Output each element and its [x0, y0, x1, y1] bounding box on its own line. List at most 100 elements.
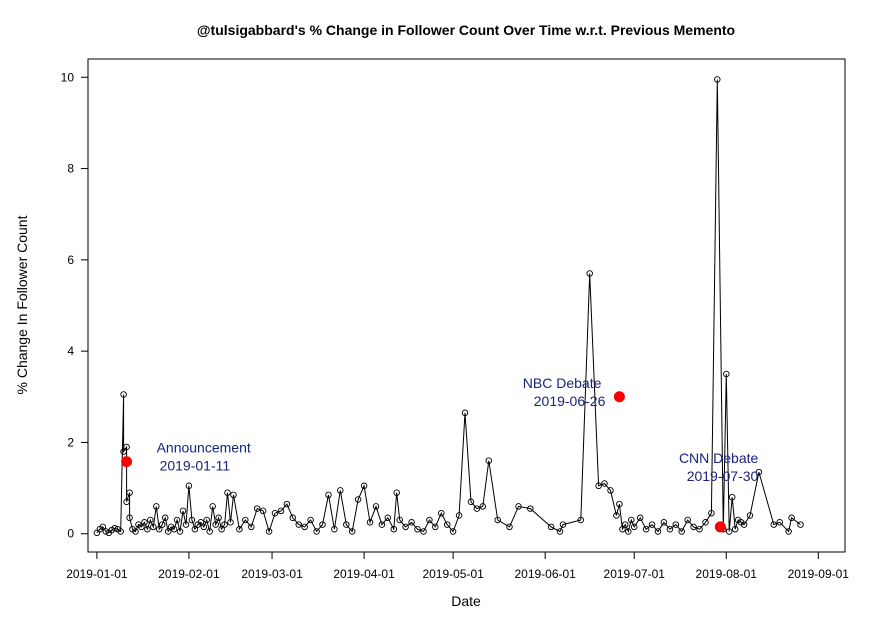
- data-point: [283, 500, 291, 508]
- data-point: [420, 528, 427, 535]
- data-point: [393, 489, 400, 496]
- data-point: [337, 487, 344, 494]
- data-point: [648, 521, 656, 528]
- data-point: [625, 528, 632, 535]
- x-tick-label: 2019-06-01: [514, 567, 576, 581]
- y-axis: 0 2 4 6 8 10: [61, 70, 89, 541]
- data-point: [120, 448, 127, 455]
- data-point: [221, 521, 228, 528]
- data-point: [366, 519, 374, 526]
- data-point: [479, 503, 487, 510]
- data-point: [176, 528, 184, 535]
- data-point: [215, 514, 222, 522]
- data-point: [414, 525, 421, 533]
- data-point: [723, 370, 730, 378]
- data-point: [660, 519, 668, 526]
- data-point: [206, 528, 213, 535]
- data-point: [271, 509, 279, 517]
- data-point: [402, 523, 409, 531]
- data-point: [556, 528, 564, 535]
- data-point: [188, 516, 196, 524]
- data-point: [348, 528, 356, 535]
- data-point: [111, 525, 118, 532]
- highlight-point: [613, 391, 625, 403]
- data-point: [99, 523, 107, 531]
- data-point: [331, 525, 338, 533]
- x-tick-label: 2019-04-01: [333, 567, 395, 581]
- data-point: [319, 521, 326, 528]
- data-point: [696, 525, 703, 533]
- data-point: [242, 516, 249, 524]
- data-point: [120, 391, 127, 398]
- x-axis: 2019-01-01 2019-02-01 2019-03-01 2019-04-01…: [66, 551, 850, 581]
- data-point: [630, 523, 638, 531]
- data-point: [173, 516, 181, 524]
- data-point: [138, 523, 145, 531]
- data-point: [527, 505, 534, 512]
- x-tick-label: 2019-03-01: [241, 567, 303, 581]
- data-point: [613, 512, 620, 519]
- annotation-date: 2019-06-26: [534, 393, 606, 409]
- data-point: [132, 528, 139, 535]
- data-point: [301, 523, 308, 531]
- data-point: [622, 521, 629, 528]
- data-point: [248, 523, 255, 531]
- data-point: [182, 521, 190, 528]
- x-tick-label: 2019-08-01: [696, 567, 758, 581]
- data-point: [185, 482, 193, 490]
- data-point: [426, 516, 433, 524]
- y-tick-label: 8: [67, 162, 74, 176]
- annotation-label: CNN Debate: [679, 450, 759, 466]
- chart-title: @tulsigabbard's % Change in Follower Cou…: [197, 22, 735, 38]
- data-point: [212, 521, 219, 528]
- data-point: [161, 514, 169, 522]
- data-point: [485, 457, 493, 464]
- data-point: [164, 528, 172, 535]
- data-point: [179, 507, 187, 515]
- data-point: [117, 528, 124, 535]
- data-point: [714, 76, 721, 83]
- data-point: [93, 529, 101, 537]
- data-point: [289, 514, 297, 522]
- data-point: [654, 528, 662, 535]
- data-point: [690, 523, 697, 531]
- data-point: [277, 507, 285, 515]
- data-point: [209, 503, 216, 510]
- x-tick-label: 2019-09-01: [788, 567, 850, 581]
- data-point: [141, 519, 148, 526]
- data-point: [672, 521, 680, 528]
- data-point: [378, 521, 386, 528]
- data-point: [295, 521, 303, 528]
- data-point: [227, 519, 234, 526]
- data-point: [443, 521, 451, 528]
- data-point: [455, 512, 463, 519]
- data-point: [438, 509, 445, 517]
- y-tick-label: 0: [67, 527, 74, 541]
- data-point: [776, 519, 783, 526]
- y-tick-label: 4: [67, 344, 74, 358]
- data-point: [506, 523, 513, 531]
- data-point: [684, 516, 691, 524]
- data-point: [559, 521, 567, 528]
- series-line: [96, 79, 801, 534]
- data-point: [515, 503, 522, 510]
- x-axis-label: Date: [451, 593, 481, 609]
- highlight-point: [121, 456, 133, 468]
- data-point: [126, 489, 133, 496]
- data-point: [467, 498, 475, 506]
- data-point: [230, 491, 237, 499]
- data-point: [265, 528, 273, 535]
- data-point: [788, 514, 795, 522]
- annotation-date: 2019-07-30: [687, 468, 759, 484]
- data-point: [158, 521, 166, 528]
- x-tick-label: 2019-05-01: [422, 567, 484, 581]
- annotation-label: Announcement: [157, 440, 251, 456]
- data-point: [607, 487, 614, 494]
- data-point: [708, 509, 715, 517]
- data-point: [797, 521, 804, 528]
- data-point: [150, 523, 157, 531]
- data-point: [343, 521, 350, 528]
- data-point: [740, 521, 748, 528]
- data-point: [191, 525, 199, 533]
